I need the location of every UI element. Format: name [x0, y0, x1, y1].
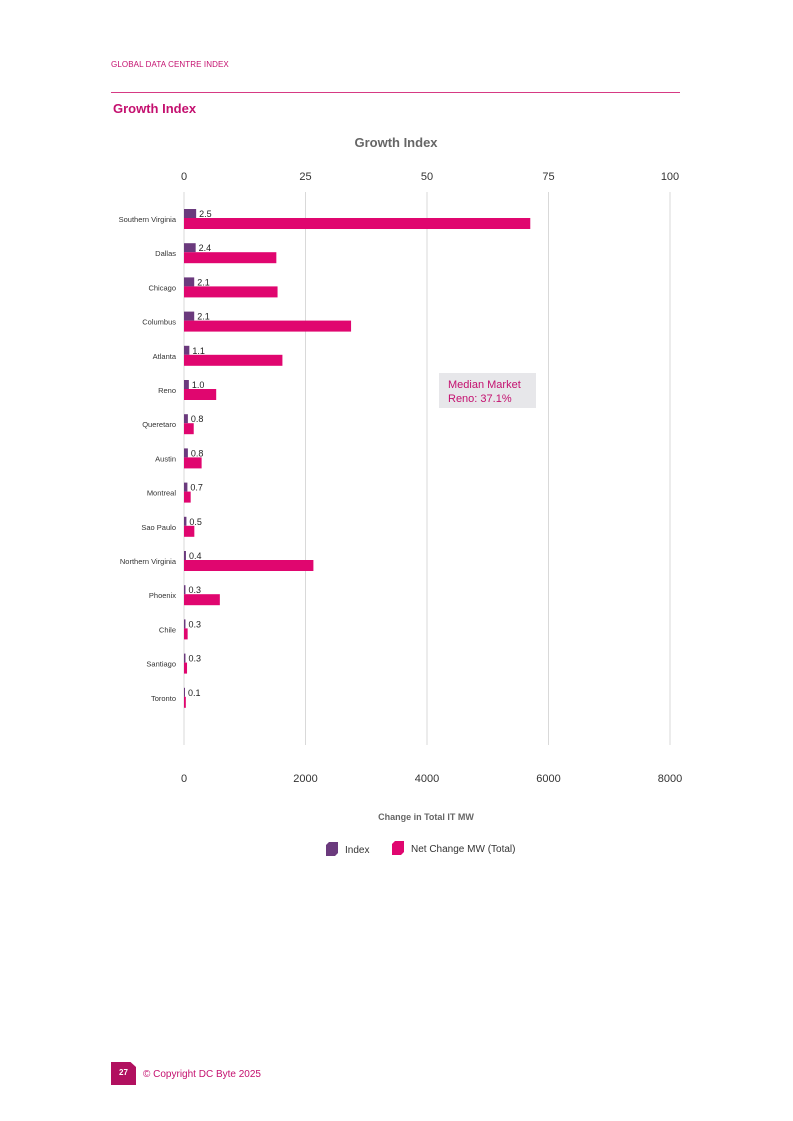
index-data-label: 0.5: [189, 517, 202, 527]
index-data-label: 0.1: [188, 688, 201, 698]
annotation-line2: Reno: 37.1%: [448, 393, 512, 405]
index-bar: [184, 516, 187, 526]
index-bar: [184, 448, 188, 458]
mw-bar: [184, 286, 278, 298]
top-axis-tick-label: 0: [181, 171, 187, 183]
mw-bar: [184, 354, 283, 366]
category-label: Santiago: [146, 660, 176, 669]
mw-bar: [184, 389, 217, 400]
category-label: Dallas: [155, 249, 176, 258]
category-label: Montreal: [147, 489, 177, 498]
category-label: Toronto: [151, 694, 176, 703]
category-label: Reno: [158, 386, 176, 395]
index-data-label: 0.4: [189, 551, 202, 561]
section-title: Growth Index: [113, 101, 197, 116]
mw-bar: [184, 320, 352, 332]
bottom-axis-tick-label: 6000: [536, 773, 560, 785]
mw-bar: [184, 662, 188, 674]
category-label: Atlanta: [153, 352, 177, 361]
mw-bar: [184, 560, 314, 571]
index-bar: [184, 277, 195, 287]
index-bar: [184, 482, 188, 492]
index-data-label: 1.0: [192, 380, 205, 390]
index-bar: [184, 653, 186, 663]
mw-bar: [184, 696, 186, 708]
header-divider: [111, 92, 680, 93]
index-data-label: 0.7: [190, 483, 203, 493]
category-label: Chile: [159, 625, 176, 634]
index-data-label: 0.8: [191, 448, 204, 458]
category-label: Northern Virginia: [120, 557, 177, 566]
chart-title: Growth Index: [354, 135, 438, 150]
mw-bar: [184, 491, 191, 503]
legend-swatch-index: [326, 842, 338, 856]
bottom-axis-tick-label: 8000: [658, 773, 682, 785]
index-data-label: 2.4: [199, 243, 212, 253]
top-axis-tick-label: 50: [421, 171, 433, 183]
mw-bar: [184, 252, 277, 264]
index-data-label: 0.3: [188, 654, 201, 664]
category-label: Sao Paulo: [141, 523, 176, 532]
mw-bar: [184, 525, 195, 537]
category-label: Chicago: [148, 283, 176, 292]
top-axis-tick-label: 25: [299, 171, 311, 183]
annotation-line1: Median Market: [448, 379, 521, 391]
index-data-label: 1.1: [192, 346, 205, 356]
bottom-axis-tick-label: 0: [181, 773, 187, 785]
legend-label-mw: Net Change MW (Total): [411, 844, 515, 855]
index-bar: [184, 311, 195, 321]
index-data-label: 0.8: [191, 414, 204, 424]
index-bar: [184, 687, 185, 697]
index-data-label: 0.3: [188, 585, 201, 595]
index-data-label: 2.1: [197, 277, 210, 287]
mw-bar: [184, 423, 194, 435]
index-data-label: 2.5: [199, 209, 212, 219]
category-label: Austin: [155, 454, 176, 463]
index-bar: [184, 619, 186, 629]
mw-bar: [184, 628, 188, 640]
bottom-axis-tick-label: 4000: [415, 773, 439, 785]
page-number-badge: 27: [111, 1062, 136, 1085]
index-bar: [184, 209, 197, 218]
top-axis-tick-label: 100: [661, 171, 679, 183]
mw-bar: [184, 457, 202, 469]
index-bar: [184, 345, 190, 355]
legend-swatch-mw: [392, 841, 404, 855]
bottom-axis-tick-label: 2000: [293, 773, 317, 785]
annotation-box: [439, 373, 536, 408]
legend-label-index: Index: [345, 845, 369, 856]
index-bar: [184, 243, 196, 253]
category-label: Phoenix: [149, 591, 176, 600]
category-label: Columbus: [142, 318, 176, 327]
mw-bar: [184, 218, 531, 229]
document-header-label: GLOBAL DATA CENTRE INDEX: [111, 60, 229, 69]
footer-copyright: © Copyright DC Byte 2025: [143, 1069, 261, 1080]
x-axis-title: Change in Total IT MW: [378, 812, 474, 822]
index-bar: [184, 551, 186, 560]
top-axis-tick-label: 75: [542, 171, 554, 183]
index-bar: [184, 380, 189, 389]
index-bar: [184, 414, 188, 424]
mw-bar: [184, 594, 220, 606]
category-label: Southern Virginia: [119, 215, 177, 224]
index-data-label: 2.1: [197, 312, 210, 322]
category-label: Queretaro: [142, 420, 176, 429]
index-bar: [184, 585, 186, 595]
index-data-label: 0.3: [188, 619, 201, 629]
